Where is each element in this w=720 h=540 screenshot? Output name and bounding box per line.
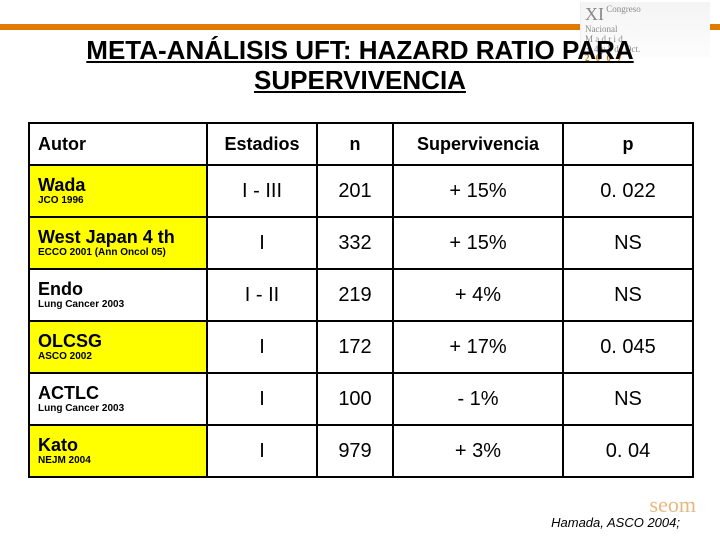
author-name: Wada: [38, 175, 85, 195]
cell-n: 219: [317, 269, 393, 321]
author-source: ASCO 2002: [38, 352, 198, 363]
table-row: ACTLCLung Cancer 2003I100- 1%NS: [29, 373, 693, 425]
table-row: OLCSGASCO 2002I172+ 17%0. 045: [29, 321, 693, 373]
cell-superv: + 15%: [393, 165, 563, 217]
cell-n: 332: [317, 217, 393, 269]
table-row: WadaJCO 1996I - III201+ 15%0. 022: [29, 165, 693, 217]
citation-text: Hamada, ASCO 2004;: [551, 515, 680, 530]
author-source: Lung Cancer 2003: [38, 404, 198, 415]
author-source: NEJM 2004: [38, 456, 198, 467]
logo-line1: Congreso: [606, 4, 641, 14]
cell-superv: + 17%: [393, 321, 563, 373]
author-name: OLCSG: [38, 331, 102, 351]
author-name: Endo: [38, 279, 83, 299]
author-name: Kato: [38, 435, 78, 455]
cell-author: WadaJCO 1996: [29, 165, 207, 217]
title-line2: SUPERVIVENCIA: [254, 65, 466, 95]
table-row: KatoNEJM 2004I979+ 3%0. 04: [29, 425, 693, 477]
col-estadios: Estadios: [207, 123, 317, 165]
meta-analysis-table: Autor Estadios n Supervivencia p WadaJCO…: [28, 122, 694, 478]
cell-estadios: I: [207, 217, 317, 269]
cell-n: 100: [317, 373, 393, 425]
cell-p: 0. 04: [563, 425, 693, 477]
author-source: Lung Cancer 2003: [38, 300, 198, 311]
table-row: West Japan 4 thECCO 2001 (Ann Oncol 05)I…: [29, 217, 693, 269]
cell-estadios: I - III: [207, 165, 317, 217]
cell-author: West Japan 4 thECCO 2001 (Ann Oncol 05): [29, 217, 207, 269]
cell-n: 172: [317, 321, 393, 373]
author-name: West Japan 4 th: [38, 227, 175, 247]
cell-superv: + 15%: [393, 217, 563, 269]
table-header-row: Autor Estadios n Supervivencia p: [29, 123, 693, 165]
slide-title: META-ANÁLISIS UFT: HAZARD RATIO PARA SUP…: [0, 36, 720, 96]
cell-estadios: I: [207, 425, 317, 477]
col-p: p: [563, 123, 693, 165]
cell-author: KatoNEJM 2004: [29, 425, 207, 477]
cell-author: EndoLung Cancer 2003: [29, 269, 207, 321]
cell-n: 201: [317, 165, 393, 217]
col-n: n: [317, 123, 393, 165]
cell-estadios: I - II: [207, 269, 317, 321]
cell-author: OLCSGASCO 2002: [29, 321, 207, 373]
author-source: ECCO 2001 (Ann Oncol 05): [38, 248, 198, 259]
logo-line2: Nacional: [585, 24, 617, 34]
cell-superv: + 4%: [393, 269, 563, 321]
col-autor: Autor: [29, 123, 207, 165]
author-name: ACTLC: [38, 383, 99, 403]
cell-estadios: I: [207, 373, 317, 425]
cell-estadios: I: [207, 321, 317, 373]
cell-p: 0. 022: [563, 165, 693, 217]
cell-p: 0. 045: [563, 321, 693, 373]
cell-superv: - 1%: [393, 373, 563, 425]
table-row: EndoLung Cancer 2003I - II219+ 4%NS: [29, 269, 693, 321]
col-supervivencia: Supervivencia: [393, 123, 563, 165]
cell-n: 979: [317, 425, 393, 477]
cell-author: ACTLCLung Cancer 2003: [29, 373, 207, 425]
cell-p: NS: [563, 269, 693, 321]
cell-p: NS: [563, 373, 693, 425]
cell-p: NS: [563, 217, 693, 269]
title-line1: META-ANÁLISIS UFT: HAZARD RATIO PARA: [86, 35, 633, 65]
author-source: JCO 1996: [38, 196, 198, 207]
roman-numeral: XI: [585, 5, 604, 25]
cell-superv: + 3%: [393, 425, 563, 477]
